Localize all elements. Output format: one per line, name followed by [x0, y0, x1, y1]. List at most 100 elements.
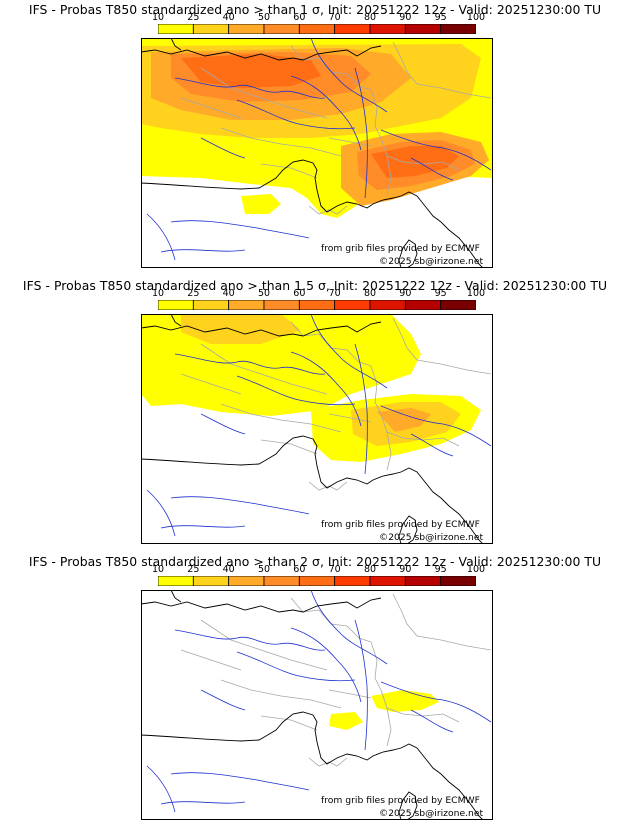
prob-area-10	[371, 690, 439, 712]
prob-area-10	[149, 390, 175, 406]
corsica-coast	[398, 515, 418, 544]
colorbar-swatch	[192, 300, 230, 310]
prob-area-60	[371, 146, 459, 178]
admin-border	[416, 83, 492, 99]
river	[200, 413, 246, 435]
coastline	[141, 711, 484, 820]
river	[380, 681, 492, 723]
admin-border	[308, 481, 348, 491]
colorbar-swatch	[440, 300, 476, 310]
colorbar-ticks: 10 25 40 50 60 70 80 90 95 100	[0, 12, 630, 24]
colorbar-tick-label: 90	[399, 564, 412, 575]
admin-border	[386, 707, 460, 723]
admin-border	[260, 715, 318, 731]
river	[410, 157, 454, 181]
river	[174, 77, 326, 99]
river	[310, 38, 388, 113]
river	[146, 489, 176, 537]
colorbar-tick-label: 25	[187, 564, 200, 575]
colorbar-swatch	[334, 24, 371, 34]
river	[310, 590, 388, 665]
coastline	[170, 314, 182, 327]
colorbar-swatch	[263, 24, 300, 34]
coastline	[141, 597, 382, 613]
colorbar-swatch	[334, 300, 371, 310]
river	[236, 651, 356, 682]
river	[354, 67, 368, 199]
colorbar-swatch	[298, 24, 336, 34]
colorbar-swatch	[228, 300, 265, 310]
river	[174, 353, 326, 375]
colorbar-tick-label: 95	[434, 564, 447, 575]
admin-border	[180, 649, 242, 671]
admin-border	[308, 757, 348, 767]
coastline	[170, 38, 182, 51]
panel-title: IFS - Probas T850 standardized ano > tha…	[28, 2, 602, 17]
river	[170, 772, 310, 791]
river	[354, 619, 368, 751]
colorbar-swatch	[404, 24, 442, 34]
map-canvas: from grib files provided by ECMWF ©2025 s…	[141, 590, 493, 820]
colorbar	[158, 300, 476, 310]
colorbar-swatch	[228, 576, 265, 586]
colorbar-tick-label: 95	[434, 288, 447, 299]
prob-area-10	[241, 194, 281, 214]
colorbar-tick-label: 10	[151, 288, 165, 299]
coastline	[141, 321, 382, 337]
probability-map: from grib files provided by ECMWF ©2025 s…	[141, 590, 493, 820]
coastline	[170, 590, 182, 603]
river	[170, 220, 310, 239]
panel-title: IFS - Probas T850 standardized ano > tha…	[22, 278, 608, 293]
colorbar-swatch	[298, 300, 336, 310]
prob-area-25	[181, 314, 301, 344]
colorbar-swatch	[404, 576, 442, 586]
corsica-coast	[398, 791, 418, 820]
colorbar-tick-label: 70	[328, 288, 341, 299]
river	[410, 709, 454, 733]
admin-border	[392, 317, 418, 361]
probability-map: from grib files provided by ECMWF ©2025 s…	[141, 38, 493, 268]
panel-title: IFS - Probas T850 standardized ano > tha…	[28, 554, 602, 569]
colorbar-tick-label: 80	[363, 12, 377, 23]
colorbar-swatch	[158, 24, 194, 34]
colorbar-tick-label: 10	[151, 12, 165, 23]
river	[410, 433, 454, 457]
colorbar	[158, 576, 476, 586]
colorbar-tick-label: 90	[399, 288, 412, 299]
river	[290, 75, 362, 151]
river	[236, 99, 356, 130]
admin-border	[328, 413, 372, 423]
colorbar-swatch	[158, 300, 194, 310]
admin-border	[220, 679, 342, 709]
colorbar-tick-label: 40	[222, 12, 235, 23]
map-canvas: from grib files provided by ECMWF ©2025 s…	[141, 38, 493, 268]
river	[170, 496, 310, 515]
colorbar-tick-label: 25	[187, 288, 200, 299]
river	[354, 343, 368, 475]
panel-1-5sigma: IFS - Probas T850 standardized ano > tha…	[0, 276, 630, 552]
colorbar-swatch	[263, 576, 300, 586]
colorbar-swatch	[369, 24, 406, 34]
admin-border	[260, 439, 318, 455]
map-frame	[141, 314, 493, 544]
river	[380, 129, 492, 171]
credit-copyright: ©2025 sb@irizone.net	[379, 532, 483, 543]
coastline	[141, 45, 382, 61]
admin-border	[392, 593, 418, 637]
river	[380, 405, 492, 447]
admin-border	[386, 431, 460, 447]
map-canvas: from grib files provided by ECMWF ©2025 s…	[141, 314, 493, 544]
admin-border	[220, 403, 342, 433]
admin-border	[220, 127, 342, 157]
river	[200, 689, 246, 711]
panel-2sigma: IFS - Probas T850 standardized ano > tha…	[0, 552, 630, 828]
colorbar-tick-label: 95	[434, 12, 447, 23]
river	[146, 213, 176, 261]
colorbar-swatch	[334, 576, 371, 586]
colorbar-tick-label: 10	[151, 564, 165, 575]
colorbar-swatch	[440, 24, 476, 34]
admin-border	[370, 89, 392, 195]
prob-area-60	[181, 54, 321, 88]
river	[160, 801, 246, 805]
colorbar-swatch	[298, 576, 336, 586]
